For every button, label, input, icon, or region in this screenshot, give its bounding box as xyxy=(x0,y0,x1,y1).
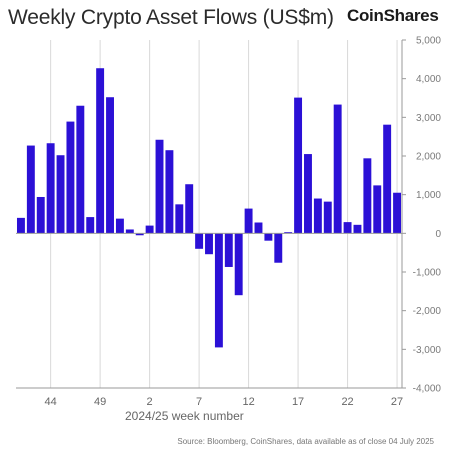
bar-week-45 xyxy=(56,155,65,234)
bar-week-9 xyxy=(214,233,223,348)
bar-week-16 xyxy=(284,232,293,234)
bar-week-10 xyxy=(224,233,233,267)
bar-week-2 xyxy=(145,225,154,234)
bar-week-26 xyxy=(383,124,392,234)
bar-week-48 xyxy=(86,217,95,234)
x-axis-label: 2024/25 week number xyxy=(125,409,244,423)
y-tick-label: 3,000 xyxy=(416,113,441,124)
bar-week-18 xyxy=(304,154,312,234)
bar-week-1 xyxy=(135,233,144,236)
bar-week-14 xyxy=(264,233,273,241)
bar-week-17 xyxy=(294,97,303,234)
bar-week-22 xyxy=(343,222,352,234)
bar-week-7 xyxy=(195,233,204,249)
x-tick-label-27: 27 xyxy=(391,396,403,408)
bar-week-42 xyxy=(26,145,35,234)
brand-logo: CoinShares xyxy=(347,6,439,25)
y-tick-label: 2,000 xyxy=(416,152,441,163)
bars xyxy=(16,68,402,348)
source-note: Source: Bloomberg, CoinShares, data avai… xyxy=(177,437,434,446)
x-tick-label-17: 17 xyxy=(292,396,304,408)
bar-week-43 xyxy=(36,196,45,234)
bar-week-46 xyxy=(66,121,75,234)
x-tick-label-12: 12 xyxy=(242,396,254,408)
x-tick-label-7: 7 xyxy=(196,396,202,408)
bar-week-11 xyxy=(234,233,243,296)
y-tick-label: -4,000 xyxy=(413,384,442,395)
bar-week-19 xyxy=(313,198,322,234)
y-tick-label: 5,000 xyxy=(416,36,441,47)
bar-week-15 xyxy=(274,233,283,263)
bar-week-50 xyxy=(106,97,114,234)
y-tick-label: -2,000 xyxy=(413,306,442,317)
y-tick-label: 0 xyxy=(435,229,441,240)
bar-week-52 xyxy=(125,229,134,234)
bar-week-44 xyxy=(46,143,55,234)
y-tick-labels: 5,000 4,000 3,000 2,000 1,000 0 -1,000 -2,000 -3… xyxy=(402,36,441,395)
bar-week-49 xyxy=(96,68,105,234)
x-tick-labels: 44 49 2 7 12 17 22 27 xyxy=(45,396,404,408)
axes xyxy=(16,40,403,389)
bar-week-24 xyxy=(363,158,372,234)
bar-week-41 xyxy=(16,217,25,234)
y-tick-label: -3,000 xyxy=(413,345,442,356)
bar-week-25 xyxy=(373,185,382,234)
x-tick-label-49: 49 xyxy=(94,396,106,408)
x-tick-label-44: 44 xyxy=(45,396,57,408)
bar-week-4 xyxy=(165,150,174,234)
bar-week-5 xyxy=(175,204,184,234)
bar-week-3 xyxy=(155,139,164,234)
x-tick-label-2: 2 xyxy=(147,396,153,408)
y-tick-label: 1,000 xyxy=(416,190,441,201)
chart-title: Weekly Crypto Asset Flows (US$m) xyxy=(8,6,334,29)
bar-week-21 xyxy=(333,104,342,234)
bar-week-20 xyxy=(323,201,332,234)
bar-week-27 xyxy=(393,192,402,234)
bar-week-13 xyxy=(254,222,263,234)
x-tick-label-22: 22 xyxy=(341,396,353,408)
bar-week-8 xyxy=(205,233,213,255)
y-tick-label: 4,000 xyxy=(416,74,441,85)
bar-week-51 xyxy=(115,218,124,234)
bar-week-6 xyxy=(185,184,194,234)
bar-week-12 xyxy=(244,208,253,234)
bar-week-47 xyxy=(76,105,85,234)
y-tick-label: -1,000 xyxy=(413,268,442,279)
bar-week-23 xyxy=(353,224,362,234)
